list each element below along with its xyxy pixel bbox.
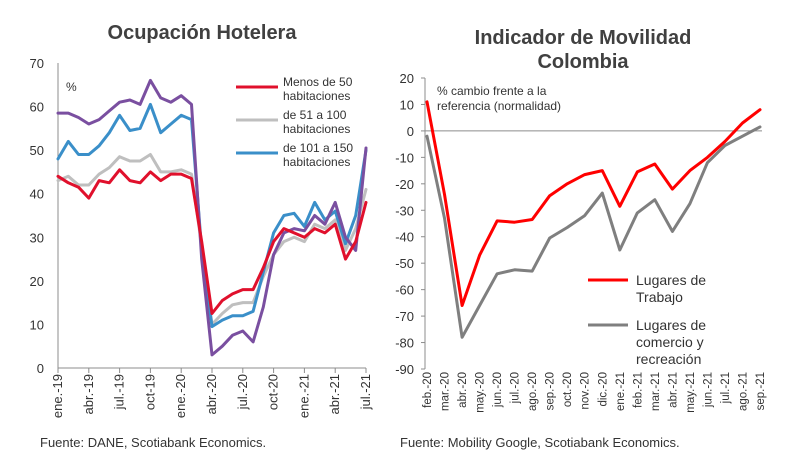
series-line bbox=[56, 168, 368, 315]
series-line bbox=[56, 153, 368, 326]
y-tick-label: -10 bbox=[395, 150, 414, 165]
y-tick-label: -80 bbox=[395, 336, 414, 351]
chart-title-line-1: Indicador de Movilidad bbox=[475, 27, 692, 49]
x-tick-label: ene.-21 bbox=[296, 374, 311, 418]
x-tick-label: abr.-21 bbox=[327, 374, 342, 414]
x-tick-label: jun.-20 bbox=[492, 372, 504, 408]
series-line bbox=[425, 125, 762, 339]
chart-title-line-2: Colombia bbox=[537, 51, 629, 73]
legend-label: Lugares de bbox=[636, 272, 706, 288]
chart-title: Ocupación Hotelera bbox=[108, 22, 298, 44]
x-tick-label: oct-19 bbox=[142, 374, 157, 410]
unit-label: % bbox=[66, 80, 77, 94]
x-tick-label: oct-20 bbox=[266, 374, 281, 410]
series-lines bbox=[56, 78, 368, 357]
x-tick-label: jun.-21 bbox=[702, 372, 714, 408]
x-tick-label: abr.-21 bbox=[667, 372, 679, 408]
x-tick-label: feb.-20 bbox=[422, 372, 434, 408]
x-tick-label: jul.-21 bbox=[720, 372, 732, 404]
x-tick-label: mar.-20 bbox=[440, 372, 452, 411]
x-tick-label: sep.-20 bbox=[545, 372, 557, 410]
x-tick-label: abr.-20 bbox=[204, 374, 219, 414]
legend-label: Lugares de bbox=[636, 317, 706, 333]
series-line bbox=[56, 102, 368, 329]
series-lines bbox=[425, 100, 762, 339]
y-tick-label: -50 bbox=[395, 256, 414, 271]
x-tick-label: ago.-21 bbox=[737, 372, 749, 411]
axis-note-line-2: referencia (normalidad) bbox=[437, 99, 561, 113]
x-tick-label: dic.-20 bbox=[597, 372, 609, 407]
y-tick-label: 0 bbox=[407, 124, 414, 139]
legend-label: habitaciones bbox=[283, 89, 350, 103]
legend-label: habitaciones bbox=[283, 155, 350, 169]
y-tick-label: 0 bbox=[37, 361, 44, 376]
y-tick-label: 60 bbox=[30, 100, 44, 115]
x-tick-label: jul.-20 bbox=[510, 372, 522, 404]
series-line bbox=[56, 78, 368, 357]
y-tick-label: -20 bbox=[395, 177, 414, 192]
y-tick-label: -60 bbox=[395, 283, 414, 298]
y-tick-label: 40 bbox=[30, 187, 44, 202]
x-tick-label: abr.-19 bbox=[81, 374, 96, 414]
y-tick-label: 30 bbox=[30, 230, 44, 245]
x-tick-label: mar.-21 bbox=[650, 372, 662, 411]
axes: -90 -80 -70 -60 -50 -40 -30 -20 -10 0 10 20 feb.-20 m… bbox=[395, 71, 767, 413]
y-tick-label: -70 bbox=[395, 309, 414, 324]
x-tick-label: may.-21 bbox=[685, 372, 697, 413]
x-tick-label: nov.-20 bbox=[580, 372, 592, 410]
hotel-occupancy-chart: Ocupación Hotelera % 0 10 20 30 40 50 60 70 ene.… bbox=[30, 22, 373, 450]
y-tick-label: 50 bbox=[30, 143, 44, 158]
legend-label: habitaciones bbox=[283, 122, 350, 136]
legend-label: recreación bbox=[636, 351, 701, 367]
series-line bbox=[425, 100, 762, 307]
y-tick-label: 10 bbox=[30, 317, 44, 332]
source-note: Fuente: Mobility Google, Scotiabank Econ… bbox=[400, 435, 680, 450]
x-tick-label: oct.-20 bbox=[562, 372, 574, 407]
x-tick-label: feb.-21 bbox=[632, 372, 644, 408]
y-tick-label: 70 bbox=[30, 56, 44, 71]
x-tick-label: jul.-20 bbox=[235, 374, 250, 410]
y-tick-label: -40 bbox=[395, 230, 414, 245]
mobility-chart: Indicador de Movilidad Colombia % cambio… bbox=[395, 27, 767, 450]
legend-label: de 101 a 150 bbox=[283, 141, 353, 155]
legend-label: comercio y bbox=[636, 334, 704, 350]
x-tick-label: jul.-21 bbox=[358, 374, 373, 410]
source-note: Fuente: DANE, Scotiabank Economics. bbox=[40, 435, 266, 450]
y-tick-label: 20 bbox=[30, 274, 44, 289]
x-tick-label: ene.-21 bbox=[615, 372, 627, 411]
x-tick-label: abr.-20 bbox=[457, 372, 469, 408]
legend-label: Menos de 50 bbox=[283, 75, 353, 89]
y-tick-label: -30 bbox=[395, 203, 414, 218]
x-tick-label: ene.-20 bbox=[173, 374, 188, 418]
legend-label: Trabajo bbox=[636, 289, 683, 305]
y-tick-label: 10 bbox=[400, 97, 414, 112]
x-tick-label: ago.-20 bbox=[527, 372, 539, 411]
y-tick-label: -90 bbox=[395, 362, 414, 377]
axes: 0 10 20 30 40 50 60 70 ene.-19 abr.-19 jul.-19 oct-… bbox=[30, 56, 373, 418]
legend-label: de 51 a 100 bbox=[283, 108, 347, 122]
x-tick-label: sep.-21 bbox=[755, 372, 767, 410]
y-tick-label: 20 bbox=[400, 71, 414, 86]
x-tick-label: may.-20 bbox=[475, 372, 487, 413]
x-tick-label: jul.-19 bbox=[112, 374, 127, 410]
axis-note-line-1: % cambio frente a la bbox=[437, 84, 547, 98]
x-tick-label: ene.-19 bbox=[50, 374, 65, 418]
